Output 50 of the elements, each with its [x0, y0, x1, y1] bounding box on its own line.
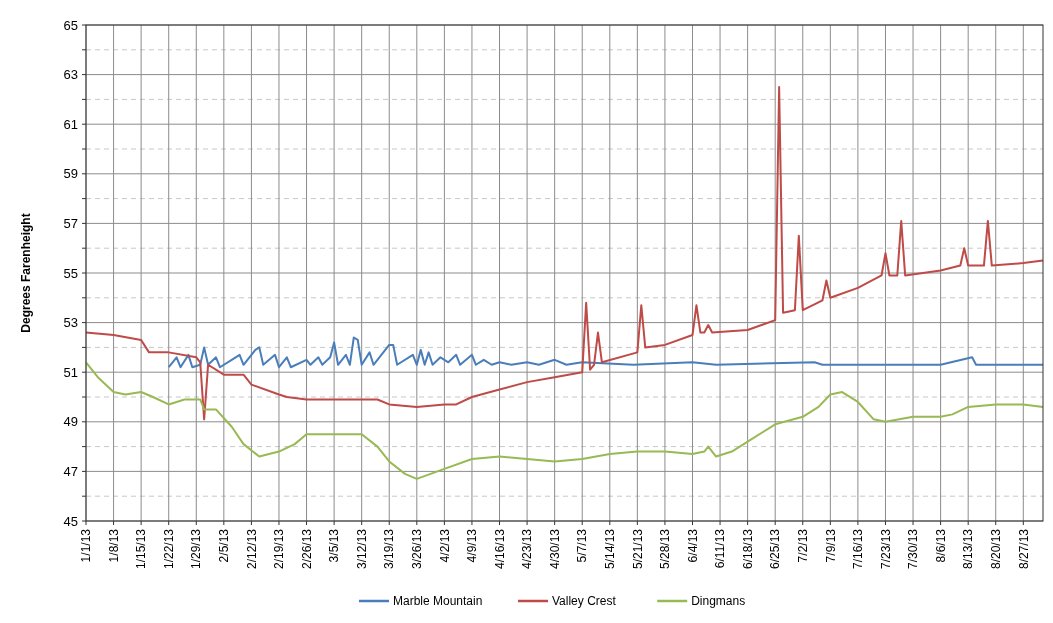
- x-tick-label: 8/6/13: [933, 528, 948, 563]
- x-tick-label: 2/26/13: [299, 528, 314, 570]
- x-tick-label: 8/27/13: [1016, 528, 1031, 570]
- x-tick-label: 1/22/13: [161, 528, 176, 570]
- y-axis-title: Degrees Farenheight: [19, 213, 33, 333]
- x-tick-label: 6/25/13: [768, 528, 783, 570]
- x-tick-label: 7/9/13: [823, 528, 838, 563]
- x-tick-label: 6/11/13: [713, 528, 728, 569]
- x-tick-label: 7/23/13: [878, 528, 893, 570]
- y-tick-label: 57: [63, 215, 78, 231]
- x-tick-label: 1/8/13: [106, 528, 121, 563]
- x-tick-label: 5/14/13: [602, 528, 617, 570]
- legend-label: Marble Mountain: [393, 594, 483, 609]
- x-tick-label: 7/16/13: [851, 528, 866, 570]
- x-tick-label: 5/28/13: [658, 528, 673, 570]
- x-tick-label: 5/21/13: [630, 528, 645, 570]
- x-tick-label: 4/23/13: [520, 528, 535, 570]
- x-tick-label: 2/19/13: [272, 528, 287, 570]
- y-tick-label: 55: [63, 265, 78, 281]
- x-tick-label: 4/30/13: [547, 528, 562, 570]
- y-tick-label: 47: [63, 463, 78, 479]
- y-tick-label: 53: [63, 315, 78, 331]
- x-tick-label: 3/5/13: [327, 528, 342, 563]
- x-tick-label: 7/30/13: [906, 528, 921, 570]
- x-tick-label: 2/5/13: [217, 528, 232, 563]
- x-tick-label: 1/15/13: [134, 528, 149, 570]
- x-tick-label: 3/12/13: [354, 528, 369, 570]
- y-tick-label: 65: [63, 17, 78, 33]
- x-tick-label: 1/1/13: [79, 528, 94, 563]
- x-tick-label: 3/26/13: [410, 528, 425, 570]
- x-tick-label: 4/16/13: [492, 528, 507, 570]
- x-tick-label: 6/4/13: [685, 528, 700, 563]
- legend-label: Valley Crest: [552, 594, 617, 609]
- x-tick-label: 8/13/13: [961, 528, 976, 570]
- x-tick-label: 5/7/13: [575, 528, 590, 563]
- x-tick-label: 4/2/13: [437, 528, 452, 563]
- y-tick-label: 63: [63, 67, 78, 83]
- legend-label: Dingmans: [691, 594, 746, 609]
- y-tick-label: 45: [63, 513, 78, 529]
- y-tick-label: 61: [63, 116, 78, 132]
- x-tick-label: 6/18/13: [740, 528, 755, 570]
- x-tick-label: 3/19/13: [382, 528, 397, 570]
- x-tick-label: 2/12/13: [244, 528, 259, 570]
- y-tick-label: 49: [63, 414, 78, 430]
- x-tick-label: 7/2/13: [795, 528, 810, 563]
- y-tick-label: 59: [63, 166, 78, 182]
- y-tick-label: 51: [63, 364, 78, 380]
- x-tick-label: 8/20/13: [988, 528, 1003, 570]
- x-tick-label: 1/29/13: [189, 528, 204, 570]
- x-tick-label: 4/9/13: [465, 528, 480, 563]
